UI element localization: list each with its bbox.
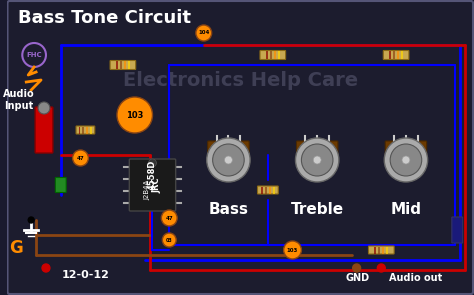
Text: G: G <box>9 239 23 257</box>
FancyBboxPatch shape <box>110 60 136 70</box>
Bar <box>86 127 88 134</box>
Bar <box>382 247 384 253</box>
Bar <box>270 51 272 59</box>
FancyBboxPatch shape <box>368 246 394 254</box>
Bar <box>378 247 380 253</box>
Text: 4558D: 4558D <box>148 160 157 190</box>
Circle shape <box>390 144 422 176</box>
Circle shape <box>117 97 153 133</box>
FancyBboxPatch shape <box>208 141 249 159</box>
Text: 103: 103 <box>126 111 144 119</box>
Bar <box>397 51 399 59</box>
FancyBboxPatch shape <box>385 141 427 159</box>
Circle shape <box>225 156 232 164</box>
Text: Treble: Treble <box>291 202 344 217</box>
Circle shape <box>313 156 321 164</box>
Circle shape <box>162 233 176 247</box>
Circle shape <box>283 241 301 259</box>
Circle shape <box>148 159 156 167</box>
Text: 103: 103 <box>287 248 298 253</box>
Text: Bass: Bass <box>209 202 248 217</box>
Bar <box>120 61 122 69</box>
Circle shape <box>384 138 428 182</box>
Bar <box>274 51 276 59</box>
Bar <box>393 51 395 59</box>
Text: J2B4A: J2B4A <box>145 180 151 200</box>
Text: FHC: FHC <box>27 52 42 58</box>
Bar <box>124 61 126 69</box>
FancyBboxPatch shape <box>452 217 463 243</box>
Circle shape <box>28 217 34 223</box>
Bar <box>389 51 391 59</box>
Text: 47: 47 <box>165 216 173 220</box>
Bar <box>401 51 403 59</box>
Bar <box>278 51 280 59</box>
Bar <box>269 186 271 194</box>
FancyBboxPatch shape <box>76 126 95 134</box>
Text: Mid: Mid <box>391 202 421 217</box>
Text: 47: 47 <box>77 155 84 160</box>
FancyBboxPatch shape <box>55 178 66 193</box>
Circle shape <box>295 138 339 182</box>
FancyBboxPatch shape <box>260 50 286 60</box>
Bar <box>128 61 130 69</box>
Circle shape <box>38 102 50 114</box>
Circle shape <box>213 144 244 176</box>
Circle shape <box>377 264 385 272</box>
Text: Electronics Help Care: Electronics Help Care <box>123 71 358 89</box>
Bar <box>386 247 388 253</box>
Bar <box>79 127 81 134</box>
FancyBboxPatch shape <box>257 186 278 194</box>
FancyBboxPatch shape <box>383 50 409 60</box>
FancyBboxPatch shape <box>129 159 176 211</box>
Text: 03: 03 <box>166 237 173 242</box>
Circle shape <box>42 264 50 272</box>
Text: Audio
Input: Audio Input <box>2 89 34 111</box>
Circle shape <box>402 156 410 164</box>
Bar <box>82 127 84 134</box>
Bar <box>116 61 118 69</box>
Circle shape <box>301 144 333 176</box>
Bar <box>265 186 267 194</box>
FancyBboxPatch shape <box>8 1 473 294</box>
Circle shape <box>161 210 177 226</box>
Bar <box>266 51 268 59</box>
FancyBboxPatch shape <box>35 107 53 153</box>
Bar <box>374 247 376 253</box>
Text: Bass Tone Circuit: Bass Tone Circuit <box>18 9 191 27</box>
Circle shape <box>353 264 361 272</box>
Text: Audio out: Audio out <box>389 273 442 283</box>
Bar <box>273 186 275 194</box>
Text: 104: 104 <box>198 30 210 35</box>
Circle shape <box>196 25 212 41</box>
Text: 12-0-12: 12-0-12 <box>62 270 109 280</box>
Text: GND: GND <box>346 273 370 283</box>
Circle shape <box>73 150 88 166</box>
Circle shape <box>207 138 250 182</box>
FancyBboxPatch shape <box>296 141 338 159</box>
Text: JRC: JRC <box>153 177 162 193</box>
Bar <box>91 127 92 134</box>
Bar <box>261 186 263 194</box>
